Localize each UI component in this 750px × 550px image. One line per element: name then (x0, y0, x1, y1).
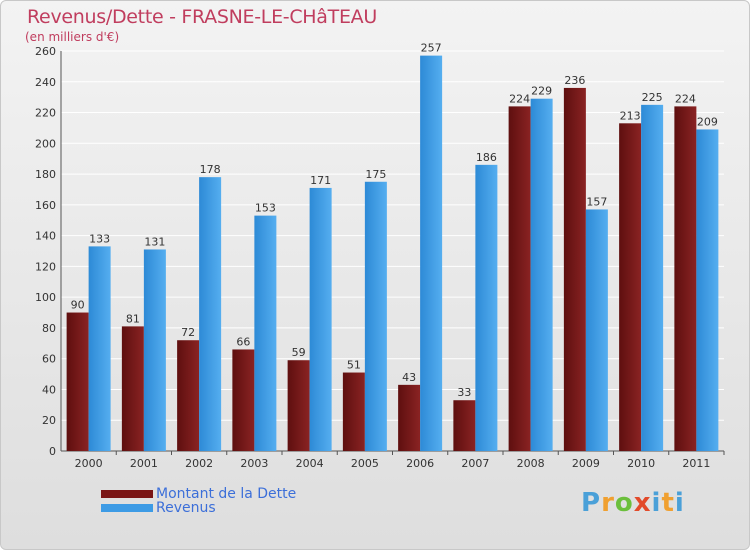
y-tick-label: 260 (35, 45, 56, 58)
value-label-revenus: 186 (476, 151, 497, 164)
legend-label-dette: Montant de la Dette (156, 486, 297, 502)
bar-dette (177, 340, 200, 451)
x-tick-label: 2006 (406, 457, 434, 470)
y-tick-label: 220 (35, 107, 56, 120)
bar-revenus (364, 181, 387, 451)
legend-label-revenus: Revenus (156, 500, 216, 516)
chart-title: Revenus/Dette - FRASNE-LE-CHâTEAU (27, 6, 377, 28)
value-label-dette: 51 (347, 359, 361, 372)
value-label-dette: 59 (292, 346, 306, 359)
x-tick-label: 2005 (351, 457, 379, 470)
bar-dette (453, 400, 476, 451)
y-tick-label: 160 (35, 199, 56, 212)
value-label-revenus: 225 (642, 91, 663, 104)
value-label-revenus: 257 (421, 42, 442, 55)
chart-subtitle: (en milliers d'€) (25, 30, 120, 44)
bar-revenus (199, 177, 222, 451)
y-tick-label: 140 (35, 230, 56, 243)
bar-revenus (88, 246, 111, 451)
bar-revenus (696, 129, 719, 451)
bar-dette (508, 106, 531, 451)
value-label-revenus: 171 (310, 174, 331, 187)
x-tick-label: 2003 (240, 457, 268, 470)
value-label-dette: 213 (620, 109, 641, 122)
x-tick-label: 2010 (627, 457, 655, 470)
value-label-dette: 72 (181, 326, 195, 339)
x-tick-label: 2007 (461, 457, 489, 470)
bar-revenus (309, 187, 332, 451)
logo-letter: i (674, 488, 685, 518)
proxiti-logo: Proxiti (581, 488, 685, 518)
logo-letter: t (661, 488, 675, 518)
bar-dette (674, 106, 697, 451)
y-tick-label: 0 (49, 445, 56, 458)
value-label-dette: 66 (236, 335, 250, 348)
value-label-dette: 43 (402, 371, 416, 384)
x-tick-label: 2011 (682, 457, 710, 470)
logo-letter: i (651, 488, 662, 518)
value-label-revenus: 131 (144, 235, 165, 248)
logo-letter: o (614, 488, 634, 518)
legend-swatch-dette (101, 490, 153, 498)
bar-revenus (420, 55, 443, 451)
value-label-revenus: 153 (255, 202, 276, 215)
y-tick-label: 40 (42, 383, 56, 396)
y-tick-label: 60 (42, 353, 56, 366)
logo-letter: x (633, 488, 652, 518)
value-label-dette: 224 (509, 92, 530, 105)
value-label-revenus: 133 (89, 232, 110, 245)
value-label-dette: 81 (126, 312, 140, 325)
bar-dette (287, 360, 310, 451)
value-label-dette: 224 (675, 92, 696, 105)
bar-dette (232, 349, 255, 451)
bar-dette (563, 87, 586, 451)
y-tick-label: 120 (35, 260, 56, 273)
bar-revenus (254, 215, 277, 451)
y-tick-label: 80 (42, 322, 56, 335)
x-tick-label: 2002 (185, 457, 213, 470)
y-tick-label: 100 (35, 291, 56, 304)
value-label-revenus: 178 (200, 163, 221, 176)
value-label-dette: 236 (564, 74, 585, 87)
y-tick-label: 20 (42, 414, 56, 427)
bar-revenus (530, 98, 553, 451)
bar-revenus (641, 104, 664, 451)
bar-revenus (143, 249, 166, 451)
y-tick-label: 180 (35, 168, 56, 181)
y-tick-label: 240 (35, 76, 56, 89)
bar-dette (121, 326, 144, 451)
value-label-dette: 33 (457, 386, 471, 399)
value-label-revenus: 209 (697, 115, 718, 128)
bar-dette (66, 312, 89, 451)
legend-swatch-revenus (101, 504, 153, 512)
x-tick-label: 2001 (130, 457, 158, 470)
bar-revenus (585, 209, 608, 451)
bar-dette (398, 384, 421, 451)
logo-letter: r (601, 488, 615, 518)
value-label-revenus: 175 (365, 168, 386, 181)
bar-dette (342, 372, 365, 451)
value-label-dette: 90 (71, 299, 85, 312)
y-tick-label: 200 (35, 137, 56, 150)
x-tick-label: 2009 (572, 457, 600, 470)
logo-letter: P (581, 488, 602, 518)
x-tick-label: 2000 (75, 457, 103, 470)
value-label-revenus: 157 (586, 195, 607, 208)
value-label-revenus: 229 (531, 85, 552, 98)
x-tick-label: 2008 (517, 457, 545, 470)
bar-dette (619, 123, 642, 452)
x-tick-label: 2004 (296, 457, 324, 470)
bar-revenus (475, 164, 498, 451)
